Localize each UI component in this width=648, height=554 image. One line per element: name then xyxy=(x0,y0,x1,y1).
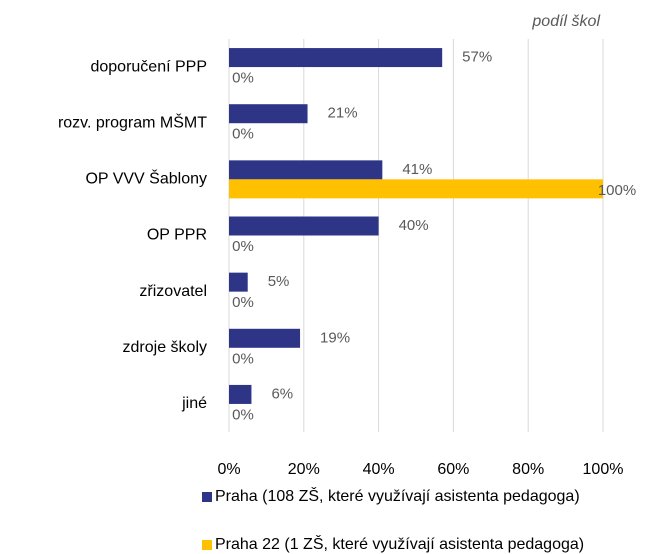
x-tick-label: 40% xyxy=(363,461,395,478)
category-label: rozv. program MŠMT xyxy=(58,112,207,131)
category-label: OP VVV Šablony xyxy=(85,169,207,188)
axis-title: podíl škol xyxy=(531,13,600,30)
legend-label: Praha (108 ZŠ, které využívají asistenta… xyxy=(215,486,580,505)
data-label: 57% xyxy=(462,49,492,66)
data-label: 41% xyxy=(402,161,432,178)
bar xyxy=(229,160,383,180)
x-tick-label: 20% xyxy=(288,461,320,478)
data-label: 0% xyxy=(232,294,254,311)
x-tick-label: 100% xyxy=(583,461,624,478)
x-tick-label: 60% xyxy=(437,461,469,478)
category-label: jiné xyxy=(181,395,207,412)
category-label: zdroje školy xyxy=(123,339,207,356)
legend-label: Praha 22 (1 ZŠ, které využívají asistent… xyxy=(215,534,584,553)
x-tick-label: 0% xyxy=(217,461,240,478)
bar xyxy=(229,328,301,348)
legend-swatch xyxy=(202,540,212,550)
data-label: 5% xyxy=(268,273,290,290)
data-label: 21% xyxy=(328,105,358,122)
data-label: 0% xyxy=(232,70,254,87)
data-label: 100% xyxy=(598,182,636,199)
bar xyxy=(229,104,308,124)
data-label: 0% xyxy=(232,406,254,423)
x-tick-label: 80% xyxy=(512,461,544,478)
category-label: doporučení PPP xyxy=(90,58,207,75)
bar xyxy=(229,216,379,236)
data-label: 19% xyxy=(320,329,350,346)
legend-swatch xyxy=(202,492,212,502)
bar xyxy=(229,384,252,404)
bar xyxy=(229,48,443,68)
data-label: 0% xyxy=(232,238,254,255)
data-label: 6% xyxy=(271,385,293,402)
category-label: OP PPR xyxy=(147,227,207,244)
category-label: zřizovatel xyxy=(139,283,207,300)
bar xyxy=(229,179,603,199)
data-label: 0% xyxy=(232,350,254,367)
data-label: 0% xyxy=(232,126,254,143)
bar xyxy=(229,272,248,292)
data-label: 40% xyxy=(399,217,429,234)
